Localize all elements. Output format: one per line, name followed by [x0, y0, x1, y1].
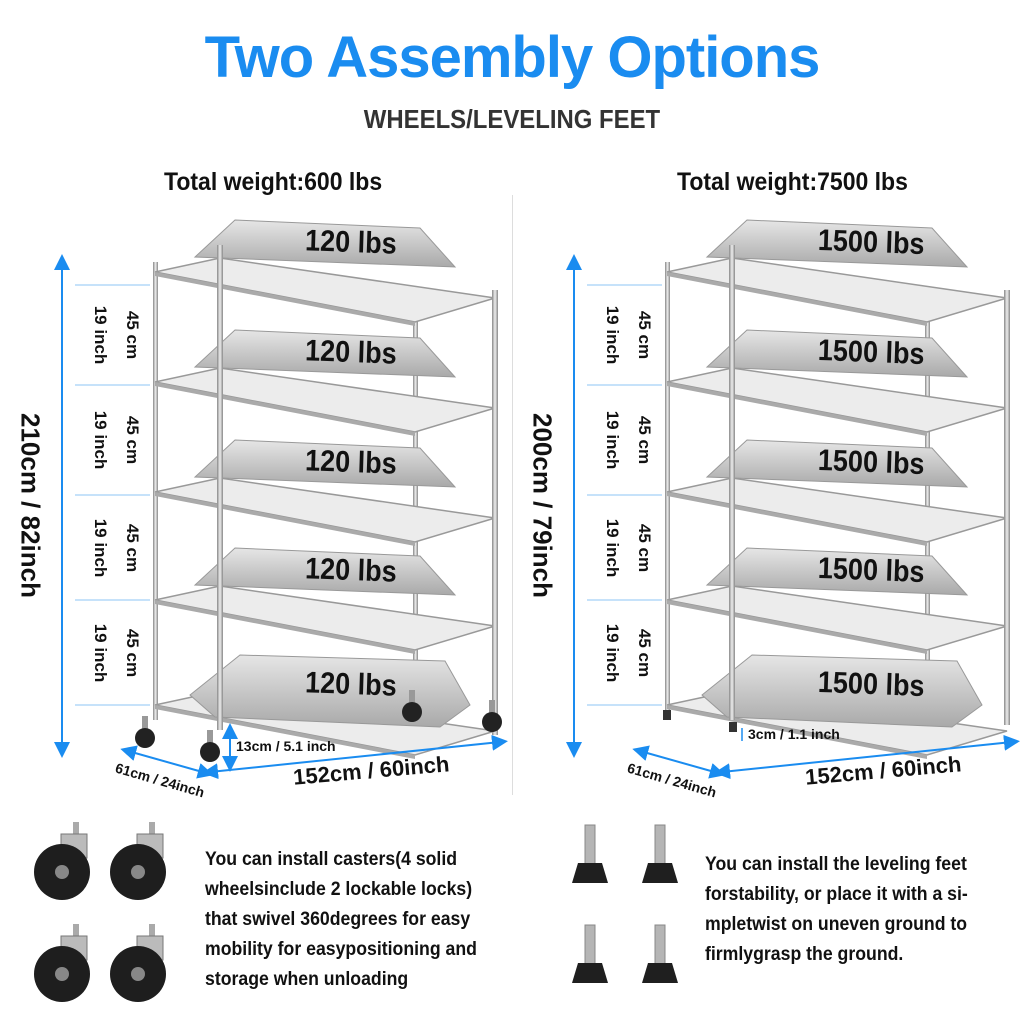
- caster-stem: [207, 730, 213, 744]
- left-ingot: [189, 654, 471, 728]
- right-segment-inch: 19 inch: [603, 410, 622, 470]
- right-segment-cm: 45 cm: [635, 310, 654, 360]
- right-depth-arrow: [632, 745, 726, 779]
- leveling-foot: [729, 722, 737, 732]
- right-total-weight: Total weight:7500 lbs: [677, 168, 908, 196]
- right-segment-inch: 19 inch: [603, 518, 622, 577]
- left-post-front-left: [217, 245, 223, 730]
- left-post-front-right: [492, 290, 498, 735]
- right-segment-cm: 45 cm: [635, 415, 654, 465]
- left-description: You can install casters(4 solid wheelsin…: [205, 849, 477, 990]
- left-shelf: [154, 367, 496, 433]
- left-depth-arrow: [120, 745, 214, 779]
- left-segment-inch: 19 inch: [91, 623, 110, 682]
- right-shelf-load-label: 1500 lbs: [817, 443, 926, 481]
- right-segment-inch: 19 inch: [603, 623, 622, 682]
- left-shelf-load-label: 120 lbs: [304, 443, 398, 481]
- left-shelf: [154, 257, 496, 323]
- caster-stem: [409, 690, 415, 704]
- right-ingot: [701, 654, 983, 728]
- caster-wheel-icon: [402, 702, 422, 722]
- left-segment-inch: 19 inch: [91, 518, 110, 577]
- left-total-weight: Total weight:600 lbs: [164, 168, 383, 196]
- right-post-front-left: [729, 245, 735, 720]
- right-post-front-right: [1004, 290, 1010, 725]
- right-shelf: [666, 257, 1008, 323]
- leveling-foot-screw: [654, 824, 666, 866]
- left-shelf-load-label: 120 lbs: [304, 551, 398, 589]
- right-description: You can install the leveling feet forsta…: [705, 854, 968, 965]
- right-segment-cm: 45 cm: [635, 628, 654, 677]
- left-shelf: [154, 585, 496, 651]
- caster-hub: [131, 967, 145, 981]
- right-shelf: [666, 477, 1008, 543]
- right-segment-cm: 45 cm: [635, 523, 654, 572]
- right-shelf-load-label: 1500 lbs: [817, 223, 926, 261]
- left-segment-cm: 45 cm: [123, 628, 142, 677]
- right-width-arrow: [714, 734, 1020, 780]
- page-title: Two Assembly Options: [204, 25, 821, 90]
- right-post-back-left: [665, 262, 670, 710]
- left-shelf-load-label: 120 lbs: [304, 223, 398, 261]
- caster-bolt: [149, 924, 155, 938]
- left-total-height: 210cm / 82inch: [15, 413, 46, 598]
- left-post-back-left: [153, 262, 158, 720]
- caster-bolt: [73, 924, 79, 938]
- leveling-foot-icon: [642, 963, 678, 983]
- left-ingot: [193, 547, 457, 596]
- right-shelf: [666, 367, 1008, 433]
- right-shelf: [666, 585, 1008, 651]
- right-clearance-label: 3cm / 1.1 inch: [748, 726, 840, 742]
- left-shelf-load-label: 120 lbs: [304, 333, 398, 371]
- left-ingot: [193, 329, 457, 378]
- caster-wheel-icon: [200, 742, 220, 762]
- right-shelf-load-label: 1500 lbs: [817, 551, 926, 589]
- left-ingot: [193, 219, 457, 268]
- left-segment-inch: 19 inch: [91, 305, 110, 365]
- leveling-foot-icon: [572, 863, 608, 883]
- leveling-foot-screw: [654, 924, 666, 966]
- caster-bolt: [73, 822, 79, 836]
- page-subtitle: WHEELS/LEVELING FEET: [363, 104, 661, 134]
- right-ingot: [705, 439, 969, 488]
- left-segment-inch: 19 inch: [91, 410, 110, 470]
- leveling-foot-icon: [642, 863, 678, 883]
- caster-stem: [142, 716, 148, 730]
- caster-hub: [55, 865, 69, 879]
- left-ingot: [193, 439, 457, 488]
- caster-hub: [131, 865, 145, 879]
- right-shelf-load-label: 1500 lbs: [817, 665, 926, 704]
- left-clearance-label: 13cm / 5.1 inch: [236, 738, 336, 754]
- left-shelf-load-label: 120 lbs: [304, 666, 398, 703]
- caster-hub: [55, 967, 69, 981]
- right-ingot: [705, 219, 969, 268]
- left-segment-cm: 45 cm: [123, 415, 142, 465]
- caster-bolt: [149, 822, 155, 836]
- right-ingot: [705, 329, 969, 378]
- left-segment-cm: 45 cm: [123, 310, 142, 360]
- left-shelf: [154, 477, 496, 543]
- left-width-arrow: [202, 734, 508, 780]
- caster-wheel-icon: [482, 712, 502, 732]
- left-segment-cm: 45 cm: [123, 523, 142, 572]
- right-total-height: 200cm / 79inch: [527, 413, 558, 598]
- right-segment-inch: 19 inch: [603, 305, 622, 365]
- divider: [512, 195, 513, 795]
- caster-wheel-icon: [135, 728, 155, 748]
- leveling-foot-icon: [572, 963, 608, 983]
- leveling-foot-screw: [584, 824, 596, 866]
- leveling-foot: [663, 710, 671, 720]
- leveling-foot-screw: [584, 924, 596, 966]
- caster-stem: [489, 700, 495, 714]
- right-shelf-load-label: 1500 lbs: [817, 333, 926, 371]
- right-ingot: [705, 547, 969, 596]
